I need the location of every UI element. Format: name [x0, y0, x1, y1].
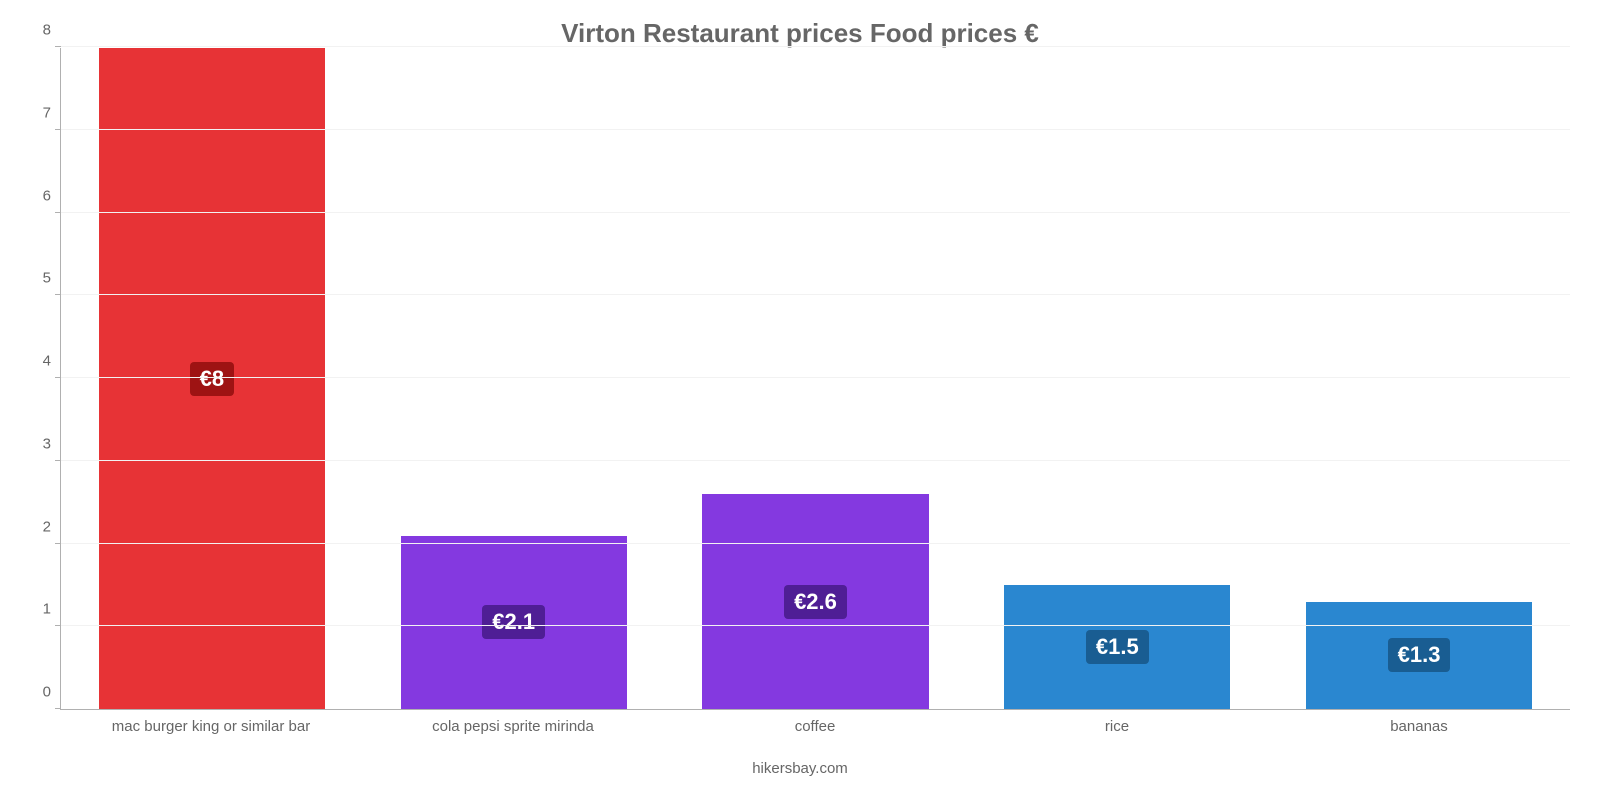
y-tick-mark: [55, 294, 61, 295]
x-category-label: cola pepsi sprite mirinda: [362, 718, 664, 735]
bar-slot: €2.6: [665, 48, 967, 709]
grid-line: [61, 377, 1570, 378]
bar-value-label: €8: [190, 362, 234, 396]
x-axis-labels: mac burger king or similar barcola pepsi…: [60, 718, 1570, 735]
bars-container: €8 €2.1 €2.6 €1.5 €1.3: [61, 48, 1570, 709]
x-category-label: rice: [966, 718, 1268, 735]
bar-slot: €1.5: [966, 48, 1268, 709]
plot-area: €8€2.1€2.6€1.5€1.3 012345678: [60, 48, 1570, 710]
y-tick-label: 8: [43, 22, 51, 39]
bar-value-label: €1.5: [1086, 630, 1149, 664]
x-category-label: mac burger king or similar bar: [60, 718, 362, 735]
y-tick-mark: [55, 625, 61, 626]
grid-line: [61, 46, 1570, 47]
y-tick-label: 6: [43, 187, 51, 204]
bar-slot: €8: [61, 48, 363, 709]
y-tick-mark: [55, 460, 61, 461]
y-tick-mark: [55, 212, 61, 213]
y-tick-mark: [55, 708, 61, 709]
bar-value-label: €1.3: [1388, 638, 1451, 672]
grid-line: [61, 212, 1570, 213]
chart-credit: hikersbay.com: [0, 760, 1600, 777]
bar-slot: €2.1: [363, 48, 665, 709]
bar-value-label: €2.1: [482, 605, 545, 639]
grid-line: [61, 294, 1570, 295]
bar: €8: [99, 48, 325, 709]
bar: €2.1: [401, 536, 627, 710]
x-category-label: bananas: [1268, 718, 1570, 735]
y-tick-mark: [55, 129, 61, 130]
y-tick-mark: [55, 377, 61, 378]
grid-line: [61, 543, 1570, 544]
y-tick-label: 7: [43, 104, 51, 121]
x-category-label: coffee: [664, 718, 966, 735]
bar: €1.5: [1004, 585, 1230, 709]
y-tick-mark: [55, 46, 61, 47]
grid-line: [61, 129, 1570, 130]
y-tick-label: 5: [43, 270, 51, 287]
y-tick-label: 2: [43, 518, 51, 535]
bar: €2.6: [702, 494, 928, 709]
y-tick-label: 0: [43, 684, 51, 701]
y-tick-label: 3: [43, 435, 51, 452]
chart-title: Virton Restaurant prices Food prices €: [0, 0, 1600, 49]
grid-line: [61, 625, 1570, 626]
grid-line: [61, 460, 1570, 461]
bar-slot: €1.3: [1268, 48, 1570, 709]
y-tick-mark: [55, 543, 61, 544]
y-tick-label: 4: [43, 353, 51, 370]
y-tick-label: 1: [43, 601, 51, 618]
bar: €1.3: [1306, 602, 1532, 709]
bar-value-label: €2.6: [784, 585, 847, 619]
